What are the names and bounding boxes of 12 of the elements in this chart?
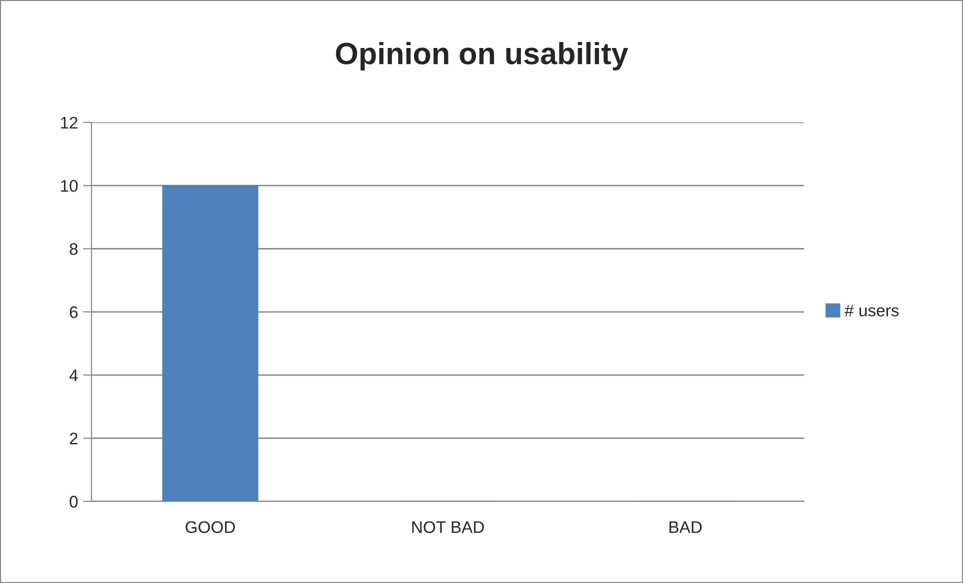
x-tick-label: BAD	[670, 521, 702, 533]
x-tick-label: GOOD	[186, 521, 235, 534]
chart-title: Opinion on usability	[336, 42, 628, 70]
y-tick-label: 6	[70, 306, 78, 318]
legend-label: # users	[844, 304, 899, 316]
y-tick-label: 0	[70, 496, 78, 508]
y-tick-label: 12	[61, 116, 78, 128]
y-tick-label: 10	[61, 180, 78, 192]
x-tick-label: NOT BAD	[412, 521, 484, 534]
y-tick-label: 2	[70, 432, 78, 444]
y-tick-label: 8	[70, 243, 78, 255]
y-tick-label: 4	[69, 370, 78, 382]
